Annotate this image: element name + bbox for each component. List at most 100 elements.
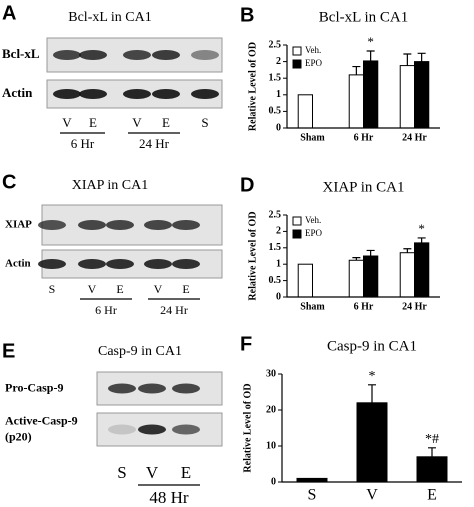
blot-band: [138, 383, 166, 394]
lane-label: V: [62, 115, 72, 130]
blot-title: XIAP in CA1: [72, 178, 149, 193]
bar: [399, 252, 416, 298]
panel-letter: C: [2, 171, 16, 193]
lane-label: E: [182, 282, 189, 296]
y-tick-label: 0: [271, 476, 276, 487]
lane-label: S: [201, 115, 208, 130]
bar: [348, 74, 365, 129]
bar: [363, 255, 379, 298]
blot-band: [152, 50, 180, 60]
significance-mark: *: [369, 369, 376, 384]
blot-band: [108, 383, 136, 394]
blot-title: Bcl-xL in CA1: [68, 10, 151, 25]
lane-label: S: [117, 463, 126, 482]
legend-swatch: [292, 229, 302, 239]
legend-swatch: [292, 216, 302, 226]
x-tick-label: 6 Hr: [354, 132, 374, 143]
x-tick-label: 6 Hr: [354, 301, 374, 312]
y-tick-label: 1: [276, 258, 281, 269]
panel-letter: B: [240, 4, 254, 26]
blot-row-label: Pro-Casp-9: [5, 380, 63, 394]
blot-band: [123, 50, 151, 60]
error-bar: [403, 53, 412, 66]
legend-label: EPO: [305, 228, 323, 238]
panel-letter: D: [240, 174, 254, 196]
legend-swatch: [292, 59, 302, 69]
y-tick-label: 20: [266, 404, 276, 415]
significance-mark: *: [418, 221, 425, 236]
blot-row-label: Active-Casp-9: [5, 413, 78, 427]
lane-label: V: [154, 282, 163, 296]
blot-band: [152, 89, 180, 99]
panel-letter: F: [240, 333, 252, 355]
blot-band: [38, 259, 66, 269]
error-bar: [417, 237, 426, 243]
blot-band: [123, 89, 151, 99]
blot-band: [108, 424, 136, 435]
blot-row-label: Bcl-xL: [2, 46, 40, 61]
blot-band: [138, 424, 166, 435]
blot-band: [38, 220, 66, 230]
bar: [297, 94, 314, 129]
y-tick-label: 0: [276, 122, 281, 133]
x-tick-label: 24 Hr: [402, 132, 427, 143]
y-axis-label: Relative Level of OD: [247, 42, 258, 131]
blot-row-label: Actin: [2, 85, 33, 100]
blot-row-label: XIAP: [5, 219, 32, 231]
y-tick-label: 0: [276, 291, 281, 302]
blot-band: [191, 89, 219, 99]
blot-band: [106, 259, 134, 269]
blot-band: [79, 50, 107, 60]
y-tick-label: 2.5: [269, 209, 282, 220]
x-tick-label: S: [308, 487, 317, 504]
y-tick-label: 30: [266, 368, 276, 379]
bar: [414, 242, 430, 298]
y-tick-label: 2: [276, 226, 281, 237]
legend-label: Veh.: [305, 215, 321, 225]
time-label: 6 Hr: [71, 136, 95, 151]
x-tick-label: Sham: [300, 301, 325, 312]
lane-label: E: [181, 463, 191, 482]
error-bar: [403, 248, 412, 253]
panel-letter: A: [2, 2, 16, 24]
axes: [281, 374, 462, 483]
blot-band: [53, 50, 81, 60]
chart-title: Bcl-xL in CA1: [319, 9, 408, 25]
blot-band: [78, 220, 106, 230]
time-label: 48 Hr: [149, 488, 189, 507]
y-tick-label: 0.5: [269, 106, 282, 117]
y-tick-label: 1.5: [269, 242, 282, 253]
error-bar: [417, 52, 426, 62]
error-bar: [428, 447, 436, 457]
lane-label: V: [132, 115, 142, 130]
bar: [348, 259, 365, 298]
bar: [399, 65, 416, 129]
significance-mark: *: [367, 34, 374, 49]
y-tick-label: 0.5: [269, 275, 282, 286]
blot-band: [172, 220, 200, 230]
lane-label: S: [49, 282, 56, 296]
y-tick-label: 1: [276, 89, 281, 100]
x-tick-label: 24 Hr: [402, 301, 427, 312]
bar: [297, 263, 314, 298]
bar: [414, 61, 430, 129]
time-label: 24 Hr: [160, 303, 188, 317]
x-tick-label: Sham: [300, 132, 325, 143]
lane-label: V: [88, 282, 97, 296]
blot-band: [191, 50, 219, 60]
lane-label: E: [89, 115, 97, 130]
blot-title: Casp-9 in CA1: [98, 344, 182, 359]
blot-band: [172, 259, 200, 269]
blot-row-label: (p20): [5, 429, 32, 443]
bar: [356, 402, 388, 483]
y-tick-label: 1.5: [269, 72, 282, 83]
time-label: 24 Hr: [139, 136, 170, 151]
x-tick-label: V: [366, 487, 378, 504]
lane-label: E: [116, 282, 123, 296]
y-axis-label: Relative Level of OD: [242, 383, 253, 472]
blot-band: [78, 259, 106, 269]
blot-row-label: Actin: [5, 258, 31, 270]
error-bar: [352, 257, 361, 261]
